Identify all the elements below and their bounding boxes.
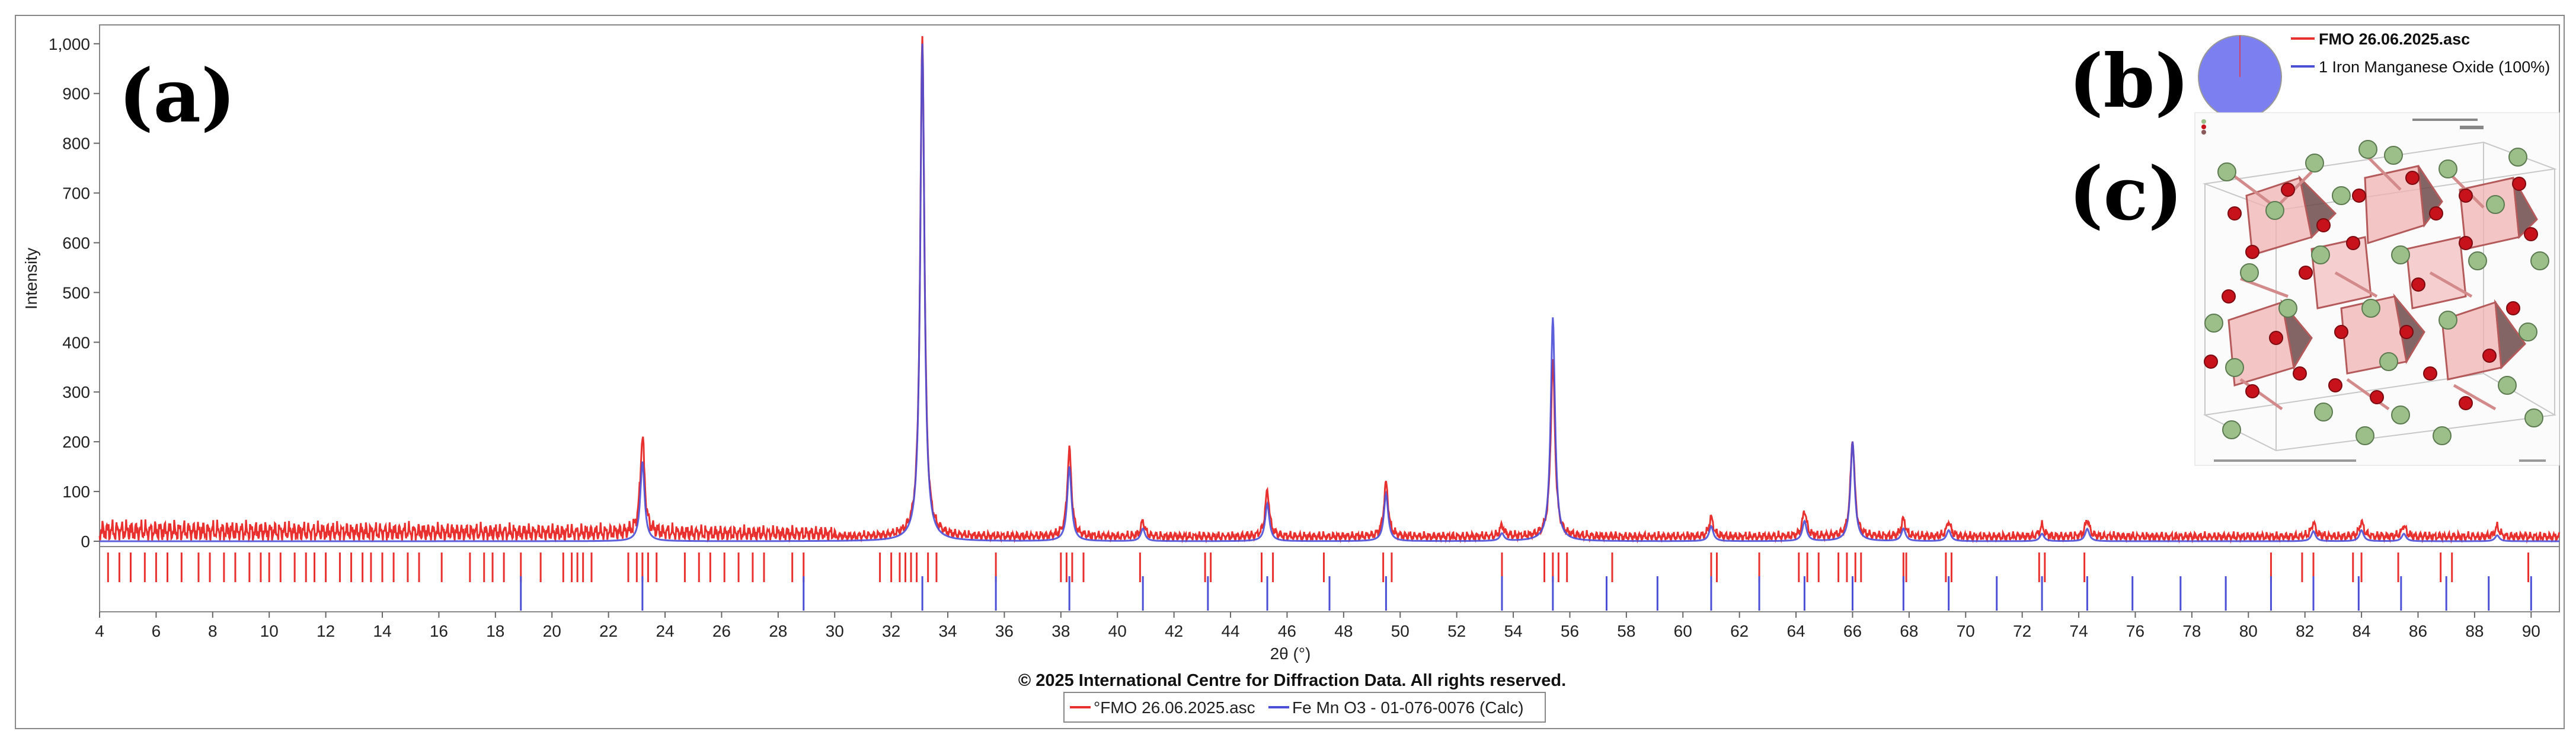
x-tick-label: 18 xyxy=(486,622,504,640)
x-tick-label: 56 xyxy=(1561,622,1579,640)
x-tick-label: 36 xyxy=(995,622,1014,640)
y-tick-label: 400 xyxy=(62,333,90,352)
y-tick-label: 500 xyxy=(62,283,90,302)
y-tick-label: 600 xyxy=(62,234,90,252)
x-tick-label: 30 xyxy=(826,622,844,640)
x-tick-label: 54 xyxy=(1504,622,1522,640)
x-tick-label: 64 xyxy=(1786,622,1805,640)
x-axis-title: 2θ (°) xyxy=(1270,644,1311,663)
x-tick-label: 10 xyxy=(260,622,279,640)
x-tick-label: 4 xyxy=(95,622,104,640)
x-tick-label: 58 xyxy=(1617,622,1635,640)
x-tick-label: 8 xyxy=(208,622,218,640)
crystal-image-small-legend xyxy=(2201,119,2546,462)
y-axis-title: Intensity xyxy=(22,248,40,309)
y-tick-label: 300 xyxy=(62,383,90,401)
x-tick-label: 6 xyxy=(152,622,161,640)
marker-box xyxy=(99,546,2560,612)
x-tick-label: 80 xyxy=(2239,622,2258,640)
x-tick-label: 16 xyxy=(430,622,448,640)
x-tick-label: 70 xyxy=(1957,622,1975,640)
x-tick-label: 20 xyxy=(543,622,561,640)
panel-label-b: (b) xyxy=(2069,39,2190,124)
series-layer xyxy=(98,36,2561,544)
red-atoms xyxy=(2204,171,2538,410)
legend-calculated-label: Fe Mn O3 - 01-076-0076 (Calc) xyxy=(1292,698,1524,717)
observed-pattern-line xyxy=(98,36,2561,544)
x-tick-label: 22 xyxy=(599,622,618,640)
y-tick-label: 0 xyxy=(81,532,90,551)
copyright-text: © 2025 International Centre for Diffract… xyxy=(1018,671,1566,690)
figure-frame xyxy=(15,15,2565,729)
reference-markers xyxy=(107,553,2532,611)
y-tick-label: 900 xyxy=(62,85,90,103)
bonds xyxy=(2227,153,2497,411)
x-tick-label: 74 xyxy=(2070,622,2088,640)
x-tick-label: 82 xyxy=(2296,622,2314,640)
x-tick-label: 60 xyxy=(1674,622,1692,640)
y-tick-label: 1,000 xyxy=(49,35,90,53)
x-tick-label: 38 xyxy=(1052,622,1070,640)
crystal-structure-image xyxy=(2194,112,2560,466)
x-tick-label: 52 xyxy=(1447,622,1466,640)
x-tick-label: 26 xyxy=(712,622,731,640)
x-tick-label: 14 xyxy=(373,622,391,640)
x-tick-label: 34 xyxy=(938,622,957,640)
x-tick-label: 44 xyxy=(1221,622,1239,640)
x-tick-label: 68 xyxy=(1900,622,1918,640)
y-axis: 0 100 200 300 400 500 600 700 800 900 1,000 xyxy=(49,35,100,551)
green-atoms xyxy=(2204,140,2549,445)
inset-legend: FMO 26.06.2025.asc 1 Iron Manganese Oxid… xyxy=(2291,30,2550,76)
crystal-image-frame xyxy=(2194,112,2560,466)
x-tick-label: 90 xyxy=(2522,622,2540,640)
calculated-pattern-line xyxy=(100,43,2559,542)
x-tick-label: 12 xyxy=(317,622,335,640)
x-tick-label: 84 xyxy=(2353,622,2371,640)
inset-phase-pie xyxy=(2198,35,2282,119)
x-tick-label: 42 xyxy=(1165,622,1183,640)
inset-legend-observed-label: FMO 26.06.2025.asc xyxy=(2319,30,2470,48)
x-tick-label: 32 xyxy=(882,622,900,640)
x-tick-label: 86 xyxy=(2409,622,2427,640)
x-tick-label: 62 xyxy=(1730,622,1749,640)
x-tick-label: 88 xyxy=(2465,622,2484,640)
x-axis: 4 6 8 10 12 14 16 18 20 22 24 26 28 30 32 34 36 38 40 42 44 4… xyxy=(95,612,2540,640)
x-tick-label: 78 xyxy=(2182,622,2201,640)
bottom-legend: °FMO 26.06.2025.asc Fe Mn O3 - 01-076-00… xyxy=(1063,692,1546,723)
x-tick-label: 76 xyxy=(2126,622,2144,640)
x-tick-label: 48 xyxy=(1334,622,1353,640)
x-tick-label: 24 xyxy=(656,622,674,640)
x-tick-label: 50 xyxy=(1391,622,1410,640)
bottom-legend-box xyxy=(1063,692,1546,723)
y-tick-label: 800 xyxy=(62,135,90,153)
x-tick-label: 28 xyxy=(769,622,787,640)
x-tick-label: 72 xyxy=(2013,622,2031,640)
y-tick-label: 200 xyxy=(62,433,90,451)
legend-observed-label: °FMO 26.06.2025.asc xyxy=(1094,698,1255,717)
y-tick-label: 100 xyxy=(62,483,90,501)
panel-label-c: (c) xyxy=(2069,151,2183,237)
x-tick-label: 46 xyxy=(1278,622,1296,640)
x-tick-label: 40 xyxy=(1108,622,1127,640)
inset-legend-calculated-label: 1 Iron Manganese Oxide (100%) xyxy=(2319,58,2550,76)
x-tick-label: 66 xyxy=(1843,622,1862,640)
y-tick-label: 700 xyxy=(62,184,90,203)
panel-label-a: (a) xyxy=(119,53,236,139)
